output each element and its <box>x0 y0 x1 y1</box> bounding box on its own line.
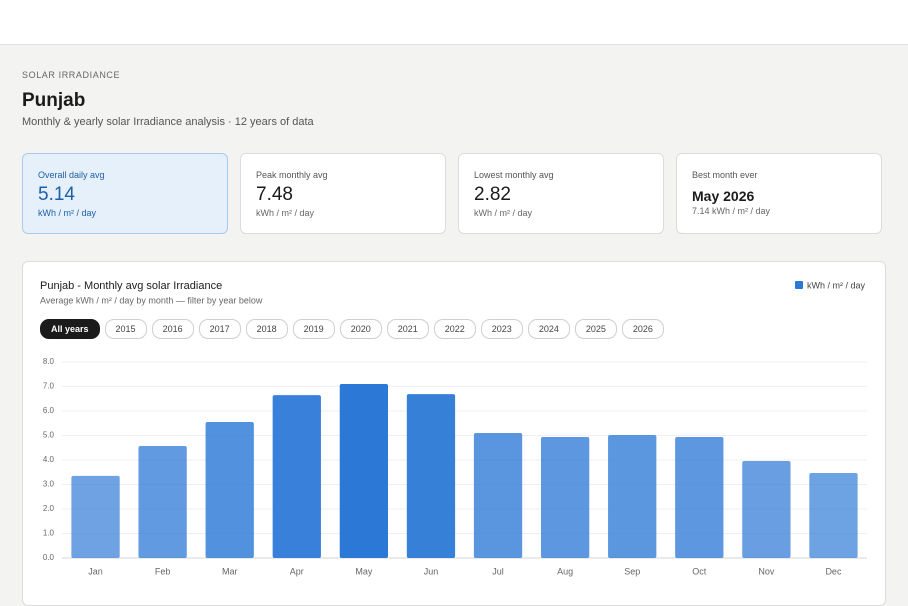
year-chip[interactable]: 2023 <box>480 319 523 339</box>
y-tick-label: 8.0 <box>43 357 55 366</box>
chart-subtitle: Average kWh / m² / day by month — filter… <box>40 295 263 305</box>
card-label: Lowest monthly avg <box>474 170 554 180</box>
top-bar <box>0 0 908 45</box>
year-chip[interactable]: All years <box>40 319 100 339</box>
y-tick-label: 1.0 <box>43 529 55 538</box>
stat-card: Lowest monthly avg 2.82 kWh / m² / day <box>458 153 664 234</box>
page-title: Punjab <box>22 90 86 111</box>
year-chip[interactable]: 2025 <box>574 319 617 339</box>
card-value: 5.14 <box>38 184 75 205</box>
bar <box>540 436 590 558</box>
x-tick-label: Apr <box>290 566 304 576</box>
bar <box>339 384 389 558</box>
x-tick-label: Jul <box>492 566 504 576</box>
legend-label: kWh / m² / day <box>807 280 866 290</box>
year-chip[interactable]: 2022 <box>433 319 476 339</box>
year-chip[interactable]: 2016 <box>151 319 194 339</box>
bar <box>608 435 657 558</box>
card-label: Peak monthly avg <box>256 170 328 180</box>
card-label: Best month ever <box>692 170 758 180</box>
legend-swatch <box>795 281 803 289</box>
y-tick-label: 2.0 <box>43 504 55 513</box>
year-chip[interactable]: 2026 <box>621 319 664 339</box>
year-chip[interactable]: 2018 <box>245 319 288 339</box>
y-tick-label: 7.0 <box>43 382 55 391</box>
x-tick-label: Mar <box>222 566 238 576</box>
bar <box>809 472 858 558</box>
card-value: May 2026 <box>692 188 755 204</box>
x-tick-label: Nov <box>758 566 775 576</box>
card-unit: kWh / m² / day <box>38 208 97 218</box>
page-subtitle: Monthly & yearly solar Irradiance analys… <box>22 116 314 128</box>
y-tick-label: 0.0 <box>43 553 55 562</box>
x-tick-label: May <box>355 566 373 576</box>
x-tick-label: Jan <box>88 566 103 576</box>
y-tick-label: 6.0 <box>43 406 55 415</box>
year-filters: All years 2015 2016 2017 2018 2019 2020 2021 202… <box>40 319 664 339</box>
x-tick-label: Aug <box>557 566 573 576</box>
year-chip[interactable]: 2021 <box>386 319 429 339</box>
x-tick-label: Feb <box>155 566 171 576</box>
x-tick-label: Sep <box>624 566 640 576</box>
y-tick-label: 4.0 <box>43 455 55 464</box>
bar <box>473 433 523 558</box>
card-unit: kWh / m² / day <box>256 208 315 218</box>
y-tick-label: 5.0 <box>43 431 55 440</box>
bar <box>406 394 456 558</box>
card-value: 7.48 <box>256 184 293 205</box>
stat-card: Peak monthly avg 7.48 kWh / m² / day <box>240 153 446 234</box>
stat-card: Best month ever May 2026 7.14 kWh / m² / d… <box>676 153 882 234</box>
card-unit: 7.14 kWh / m² / day <box>692 206 771 216</box>
y-tick-label: 3.0 <box>43 480 55 489</box>
year-chip[interactable]: 2017 <box>198 319 241 339</box>
card-unit: kWh / m² / day <box>474 208 533 218</box>
bar <box>138 446 187 558</box>
bar <box>675 436 724 558</box>
x-tick-label: Dec <box>825 566 842 576</box>
card-value: 2.82 <box>474 184 511 205</box>
x-tick-label: Jun <box>424 566 439 576</box>
bar <box>71 475 120 558</box>
eyebrow: SOLAR IRRADIANCE <box>22 70 121 80</box>
bar <box>742 460 791 558</box>
bar <box>272 395 321 558</box>
card-label: Overall daily avg <box>38 170 105 180</box>
bar <box>205 422 254 558</box>
year-chip[interactable]: 2019 <box>292 319 335 339</box>
year-chip[interactable]: 2024 <box>527 319 570 339</box>
year-chip[interactable]: 2020 <box>339 319 382 339</box>
year-chip[interactable]: 2015 <box>104 319 147 339</box>
stat-card: Overall daily avg 5.14 kWh / m² / day <box>22 153 228 234</box>
chart-title: Punjab - Monthly avg solar Irradiance <box>40 280 222 292</box>
x-tick-label: Oct <box>692 566 707 576</box>
